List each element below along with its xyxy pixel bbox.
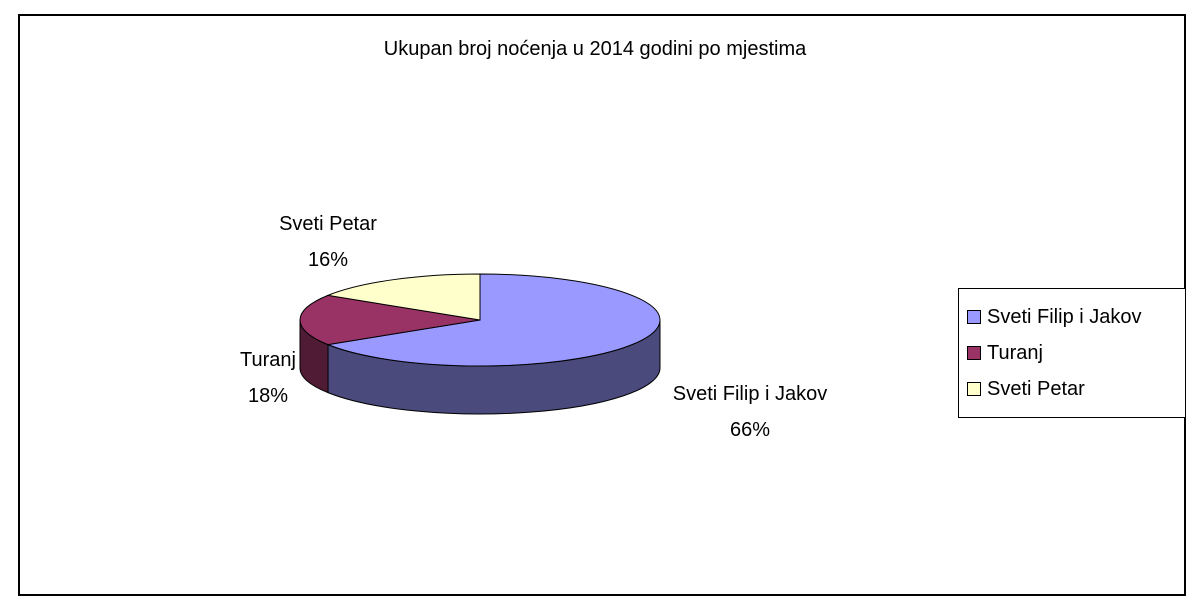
legend-item-sveti-petar: Sveti Petar <box>959 371 1185 407</box>
legend-item-sveti-filip-i-jakov: Sveti Filip i Jakov <box>959 299 1185 335</box>
data-labels: Sveti Filip i Jakov 66% Turanj 18% Sveti Pet… <box>240 213 827 441</box>
chart-title: Ukupan broj noćenja u 2014 godini po mje… <box>383 38 807 60</box>
legend-label-sveti-petar: Sveti Petar <box>987 377 1085 400</box>
legend-swatch-sveti-filip-i-jakov <box>967 310 981 324</box>
legend-label-turanj: Turanj <box>987 341 1043 364</box>
data-label-name-turanj: Turanj <box>240 349 296 371</box>
chart-area: Ukupan broj noćenja u 2014 godini po mje… <box>18 14 1186 596</box>
data-label-value-sveti-filip-i-jakov: 66% <box>730 419 770 441</box>
pie-slices <box>299 273 661 415</box>
pie-slice-sveti-filip-i-jakov <box>326 273 661 367</box>
legend-item-turanj: Turanj <box>959 335 1185 371</box>
data-label-value-sveti-petar: 16% <box>308 249 348 271</box>
legend-label-sveti-filip-i-jakov: Sveti Filip i Jakov <box>987 305 1142 328</box>
data-label-name-sveti-filip-i-jakov: Sveti Filip i Jakov <box>673 383 828 405</box>
legend-swatch-turanj <box>967 346 981 360</box>
data-label-name-sveti-petar: Sveti Petar <box>279 213 377 235</box>
data-label-value-turanj: 18% <box>248 385 288 407</box>
pie-plot: Sveti Filip i Jakov 66% Turanj 18% Sveti Pet… <box>240 213 827 441</box>
legend-swatch-sveti-petar <box>967 382 981 396</box>
pie-slice-turanj <box>299 294 481 346</box>
legend: Sveti Filip i Jakov Turanj Sveti Petar <box>958 288 1186 418</box>
pie-slice-sveti-petar <box>326 273 481 321</box>
